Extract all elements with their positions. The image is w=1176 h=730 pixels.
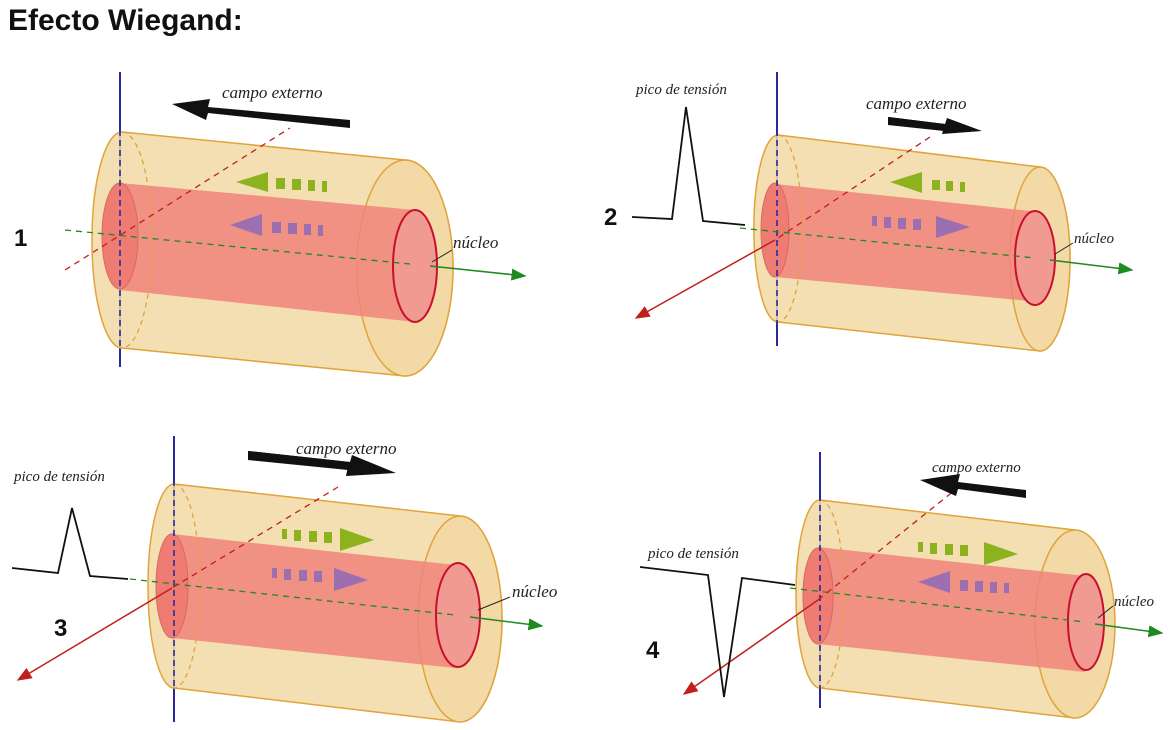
voltage-peak-label: pico de tensión [647,546,739,562]
page-title: Efecto Wiegand: [8,4,243,37]
panel-2: campo externo núcleo pico de tensión 2 [604,72,1134,352]
panel-number: 3 [54,615,67,642]
panel-number: 1 [14,225,27,252]
external-field-label: campo externo [222,83,323,102]
external-field-label: campo externo [932,460,1021,476]
panel-number: 2 [604,204,617,231]
voltage-peak-label: pico de tensión [13,469,105,485]
panel-4: campo externo núcleo pico de tensión 4 [639,452,1164,719]
panel-1: campo externo núcleo 1 [14,72,527,377]
core-label: núcleo [1074,231,1114,247]
core-label: núcleo [453,233,498,252]
core-label: núcleo [1114,594,1154,610]
external-field-label: campo externo [866,94,967,113]
core-label: núcleo [512,582,557,601]
panel-number: 4 [646,637,660,664]
panel-3: campo externo núcleo pico de tensión 3 [11,436,557,723]
voltage-peak-label: pico de tensión [635,82,727,98]
external-field-label: campo externo [296,439,397,458]
